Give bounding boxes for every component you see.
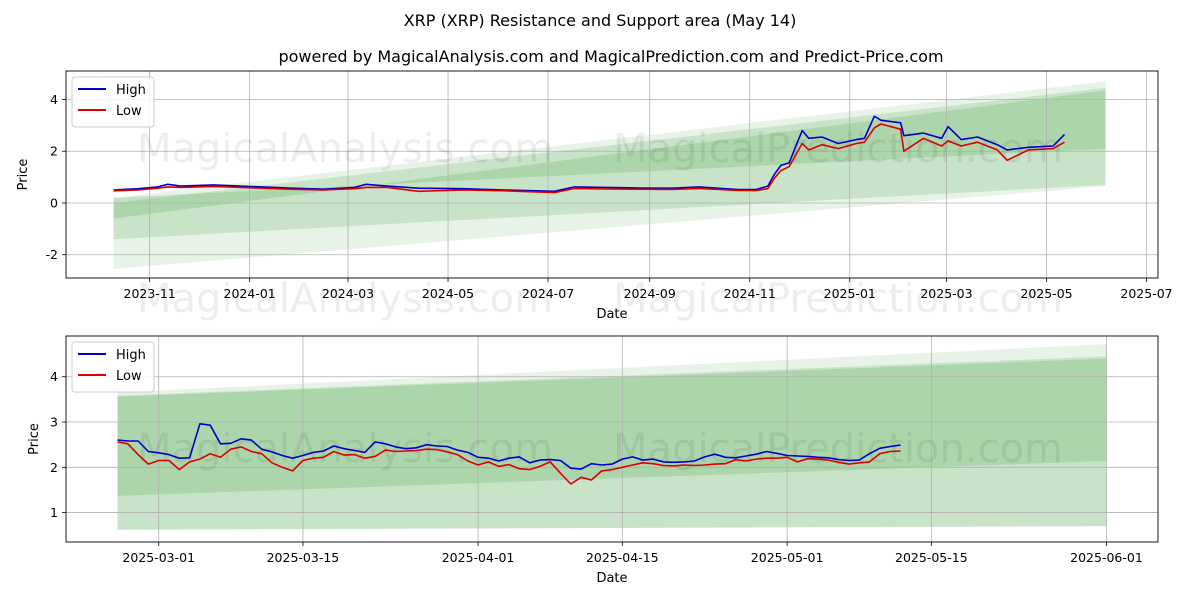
- x-tick-label: 2025-03-15: [267, 550, 340, 565]
- x-tick-label: 2024-05: [422, 286, 474, 301]
- x-axis-label: Date: [596, 571, 627, 586]
- series-line-high: [117, 423, 901, 470]
- y-tick-label: 2: [50, 460, 58, 475]
- x-tick-label: 2025-04-15: [586, 550, 659, 565]
- series-line-high: [113, 115, 1066, 193]
- legend-label-low: Low: [116, 369, 142, 384]
- legend-label-high: High: [116, 348, 146, 363]
- x-tick-label: 2024-07: [522, 286, 574, 301]
- support-resistance-band-3: [113, 90, 1106, 219]
- watermark-text: MagicalPrediction.com: [613, 276, 1063, 322]
- legend-label-low: Low: [116, 104, 142, 119]
- chart-panel-2: 2025-03-01 2025-03-15 2025-04-01 2025-04-15…: [27, 335, 1159, 586]
- y-tick-label: 2: [50, 144, 58, 159]
- series-line-low: [113, 123, 1065, 194]
- x-tick-label: 2025-01: [824, 286, 876, 301]
- x-tick-label: 2025-05: [1020, 286, 1072, 301]
- y-axis-label: Price: [27, 423, 42, 455]
- plot-frame: [65, 335, 1159, 543]
- watermark-text: MagicalPrediction.com: [613, 426, 1063, 472]
- y-tick-label: -2: [46, 247, 58, 262]
- chart-panel-1: 2023-11 2024-01 2024-03 2024-05 2024-07 2024-…: [16, 70, 1173, 322]
- x-tick-label: 2025-03: [920, 286, 972, 301]
- x-tick-label: 2024-03: [322, 286, 374, 301]
- plot-frame: [65, 70, 1159, 279]
- x-tick-label: 2025-07: [1120, 286, 1172, 301]
- y-tick-label: 0: [50, 195, 58, 210]
- chart-subtitle: powered by MagicalAnalysis.com and Magic…: [278, 47, 943, 66]
- y-tick-label: 4: [50, 369, 58, 384]
- support-resistance-band-1: [117, 344, 1107, 530]
- series-line-low: [117, 441, 901, 485]
- y-tick-label: 3: [50, 415, 58, 430]
- chart-title: XRP (XRP) Resistance and Support area (M…: [404, 11, 797, 30]
- support-resistance-band-2: [113, 87, 1106, 240]
- x-tick-label: 2025-03-01: [122, 550, 195, 565]
- x-tick-label: 2024-01: [224, 286, 276, 301]
- support-resistance-band-3: [117, 358, 1107, 496]
- watermark-text: MagicalAnalysis.com: [137, 276, 553, 322]
- x-tick-label: 2024-11: [724, 286, 776, 301]
- support-resistance-band-2: [117, 356, 1107, 530]
- x-tick-label: 2025-04-01: [442, 550, 515, 565]
- x-tick-label: 2023-11: [124, 286, 176, 301]
- x-tick-label: 2025-06-01: [1070, 550, 1143, 565]
- y-axis-label: Price: [16, 159, 31, 191]
- legend-label-high: High: [116, 83, 146, 98]
- x-tick-label: 2025-05-01: [751, 550, 824, 565]
- x-axis-label: Date: [596, 307, 627, 322]
- legend: High Low: [71, 76, 155, 128]
- support-resistance-band-1: [113, 81, 1106, 269]
- y-tick-label: 4: [50, 92, 58, 107]
- x-tick-label: 2025-05-15: [895, 550, 968, 565]
- watermark-text: MagicalAnalysis.com: [137, 126, 553, 172]
- legend: High Low: [71, 341, 155, 393]
- y-tick-label: 1: [50, 505, 58, 520]
- x-tick-label: 2024-09: [624, 286, 676, 301]
